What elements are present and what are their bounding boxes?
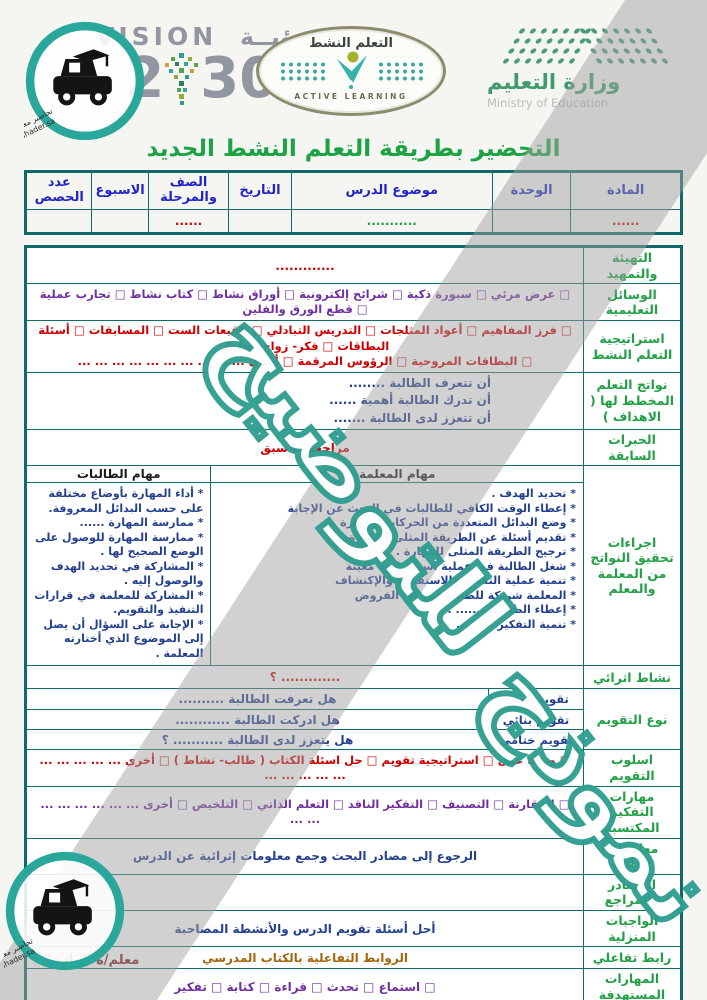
row-strategy-label: استراتيجية التعلم النشط [583,321,680,372]
row-enrichment-activity-label: نشاط اثرائي [583,666,680,689]
evaluation-formative-question: هل ادركت الطالبة ............ [175,712,340,727]
row-warmup: التهيئة والتمهيد ............. [27,248,680,284]
row-prior-content: مراجعة ما سبق [260,440,350,455]
col-date: التاريخ [228,171,292,210]
dot-pattern-right [377,61,423,81]
evaluation-formative-type: تقويم بنائي [488,710,583,730]
active-learning-figure-icon [337,51,367,89]
student-tasks-list: * أداء المهارة بأوضاع مختلفة على حسب الب… [34,487,204,660]
row-references-content [27,875,583,910]
value-week [91,209,149,234]
col-unit: الوحدة [491,171,572,210]
row-active-learning-strategy: استراتيجية التعلم النشط □ فرز المفاهيم □… [27,320,680,372]
row-interactive-link: رابط تفاعلي الروابط التفاعلية بالكتاب ال… [27,946,680,969]
row-references-label: المصادر والمراجع [583,874,680,911]
active-learning-arabic: التعلم النشط [309,36,393,51]
row-enrichment-activity-content: ............. ؟ [269,670,341,685]
evaluation-box: تقويم قبلي هل تعرفت الطالبة .......... ت… [27,689,583,750]
lesson-plan-main-table: التهيئة والتمهيد ............. الوسائل ا… [24,245,683,1000]
row-evaluation-method-label: اسلوب التقويم [583,750,680,786]
evaluation-final-question: هل يتعزز لدى الطالبة ........... ؟ [161,732,354,747]
row-teaching-aids: الوسائل التعليمية □ عرض مرئي □ سبورة ذكي… [27,283,680,321]
ministry-name-en: Ministry of Education [487,96,609,110]
row-evaluation-type: نوع التقويم تقويم قبلي هل تعرفت الطالبة … [27,688,680,750]
row-enrichment-info: معلومات اثرائية الرجوع إلى مصادر البحث و… [27,837,680,874]
strategy-line-2: □ البطاقات المروحية □ الرؤوس المرقمة □ أ… [77,354,533,369]
procedures-body-row: * تحديد الهدف . * إعطاء الوقت الكافي للط… [27,483,583,666]
active-learning-logo: التعلم النشط ACTIVE LEARNING [256,26,446,116]
row-homework-label: الواجبات المنزلية [583,911,680,947]
row-enrichment-info-label: معلومات اثرائية [583,838,680,874]
row-prior-knowledge: الخبرات السابقة مراجعة ما سبق [27,428,680,466]
evaluation-formative-row: تقويم بنائي هل ادركت الطالبة ...........… [27,709,583,730]
value-date [228,209,292,234]
teacher-tasks-list: * تحديد الهدف . * إعطاء الوقت الكافي للط… [210,483,583,666]
ministry-dot-pattern-icon [498,26,692,64]
dot-pattern-left [279,61,325,81]
row-thinking-skills-label: مهارات التفكير المكتسبة [583,786,680,838]
lesson-info-table: المادة الوحدة موضوع الدرس التاريخ الصف و… [24,170,683,235]
row-target-skills-content: □ استماع □ تحدث □ قراءة □ كتابة □ تفكير [174,979,436,994]
col-grade-stage: الصف والمرحلة [147,171,230,210]
evaluation-pre-question: هل تعرفت الطالبة .......... [178,692,337,707]
row-thinking-skills-content: □ المقارنة □ التصنيف □ التفكير الناقد □ … [40,796,570,827]
row-enrichment-info-content: الرجوع إلى مصادر البحث وجمع معلومات إثرا… [132,849,478,864]
evaluation-pre-row: تقويم قبلي هل تعرفت الطالبة .......... [27,689,583,710]
value-grade-stage: ...... [147,209,230,234]
row-evaluation-method-content: □ ورقة عمل □ استراتيجية تقويم □ حل اسئلة… [39,752,571,783]
ministry-of-education-logo: وزارة التعليم Ministry of Education [487,26,692,110]
row-learning-outcomes: نواتج التعلم المخطط لها ( الاهداف ) أن ت… [27,371,680,429]
evaluation-final-row: تقويم ختامي هل يتعزز لدى الطالبة .......… [27,729,583,750]
col-periods-count: عدد الحصص [24,171,93,210]
row-enrichment-activity: نشاط اثرائي ............. ؟ [27,665,680,689]
page-title: التحضير بطريقة التعلم النشط الجديد [146,136,561,162]
value-periods-count [24,209,93,234]
procedures-header-row: مهام المعلمة مهام الطالبات [27,466,583,484]
row-teaching-aids-content: □ عرض مرئي □ سبورة ذكية □ شرائح إلكتروني… [39,286,571,317]
row-evaluation-method: اسلوب التقويم □ ورقة عمل □ استراتيجية تق… [27,749,680,786]
row-outcomes-label: نواتج التعلم المخطط لها ( الاهداف ) [583,372,680,429]
row-strategy-content: □ فرز المفاهيم □ أعواد المثلجات □ التدري… [27,321,583,372]
strategy-line-1: □ فرز المفاهيم □ أعواد المثلجات □ التدري… [38,323,572,353]
row-target-skills-label: المهارات المستهدفة [583,969,680,1000]
active-learning-english: ACTIVE LEARNING [294,92,408,101]
row-teaching-aids-label: الوسائل التعليمية [583,284,680,321]
ministry-name-ar: وزارة التعليم [487,70,621,94]
teacher-signature-line: معلم/ة المادة / [45,953,140,968]
row-thinking-skills: مهارات التفكير المكتسبة □ المقارنة □ الت… [27,785,680,838]
col-lesson-topic: موضوع الدرس [290,171,493,210]
value-subject: ...... [570,209,682,234]
row-procedures: اجراءات تحقيق النواتج من المعلمة والمعلم… [27,465,680,666]
row-interactive-link-label: رابط تفاعلي [583,947,680,969]
col-subject: المادة [570,171,682,210]
info-header-row: المادة الوحدة موضوع الدرس التاريخ الصف و… [24,171,682,210]
evaluation-final-type: تقويم ختامي [488,730,583,750]
row-warmup-content: ............. [275,258,335,273]
info-values-row: ...... ........... ...... [24,209,682,234]
vision-year-prefix: 2 [125,45,165,111]
row-evaluation-type-label: نوع التقويم [583,689,680,750]
student-tasks-header: مهام الطالبات [76,467,161,482]
saudi-palm-emblem-icon [165,53,199,105]
row-prior-label: الخبرات السابقة [583,429,680,466]
row-homework-content: أحل أسئلة تقويم الدرس والأنشطة المصاحبة [174,921,436,936]
row-references: المصادر والمراجع [27,873,680,911]
row-interactive-link-content: الروابط التفاعلية بالكتاب المدرسي [202,950,408,965]
row-target-skills: المهارات المستهدفة □ استماع □ تحدث □ قرا… [27,968,680,1000]
row-warmup-label: التهيئة والتمهيد [583,248,680,284]
row-procedures-label: اجراءات تحقيق النواتج من المعلمة والمعلم [583,466,680,666]
procedures-box: مهام المعلمة مهام الطالبات * تحديد الهدف… [27,466,583,666]
teacher-tasks-header: مهام المعلمة [210,466,583,483]
row-outcomes-content: أن تتعرف الطالبة ........ أن تدرك الطالب… [329,375,491,425]
evaluation-pre-type: تقويم قبلي [488,689,583,710]
logo-band: VISION رؤيــة 2 [0,0,707,132]
value-unit [491,209,572,234]
row-homework: الواجبات المنزلية أحل أسئلة تقويم الدرس … [27,910,680,947]
value-lesson-topic: ........... [290,209,493,234]
col-week: الاسبوع [91,171,149,210]
